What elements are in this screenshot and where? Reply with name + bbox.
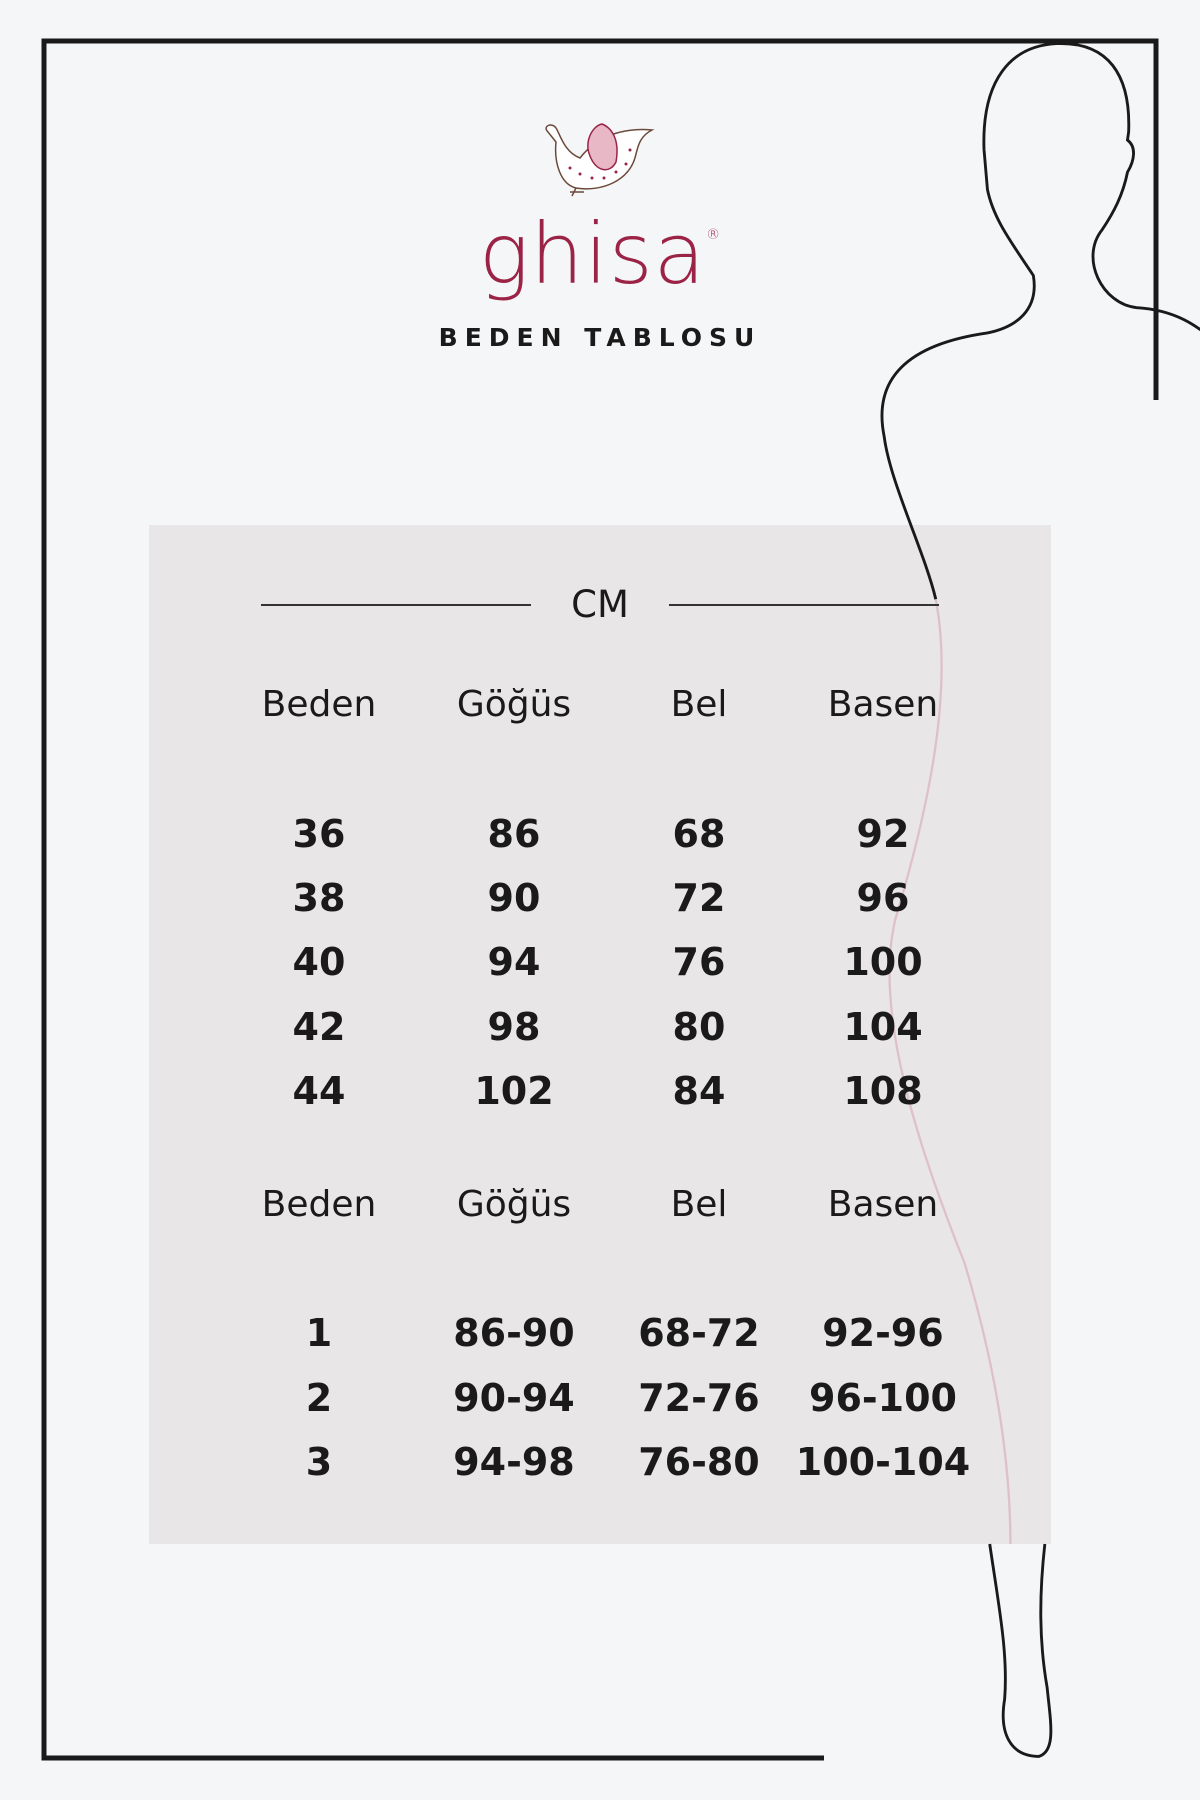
- table-cell: 80: [672, 1005, 726, 1049]
- table-cell: 100: [843, 940, 923, 984]
- table-cell: 44: [292, 1069, 346, 1113]
- brand-name: ghisa: [478, 205, 707, 303]
- page-title: BEDEN TABLOSU: [438, 323, 762, 352]
- column-header: Göğüs: [456, 1184, 572, 1225]
- divider-left: [261, 604, 531, 606]
- column-header: Beden: [261, 684, 377, 725]
- column-header: Bel: [670, 1184, 728, 1225]
- table-cell: 94-98: [453, 1440, 575, 1484]
- column-header: Bel: [670, 684, 728, 725]
- divider-right: [669, 604, 939, 606]
- column-header: Basen: [827, 1184, 939, 1225]
- column-header: Beden: [261, 1184, 377, 1225]
- table-cell: 2: [305, 1376, 333, 1420]
- table-cell: 40: [292, 940, 346, 984]
- bird-icon: [545, 123, 655, 197]
- table-cell: 96: [856, 876, 910, 920]
- size-table-panel: [149, 525, 1051, 1544]
- table-cell: 96-100: [809, 1376, 957, 1420]
- table-cell: 76-80: [638, 1440, 760, 1484]
- table-cell: 84: [672, 1069, 726, 1113]
- table-cell: 100-104: [795, 1440, 971, 1484]
- table-cell: 68-72: [638, 1311, 760, 1355]
- table-cell: 38: [292, 876, 346, 920]
- table-cell: 36: [292, 812, 346, 856]
- brand-logo: ghisa®: [0, 205, 1200, 303]
- table-cell: 92: [856, 812, 910, 856]
- registered-mark: ®: [706, 227, 722, 243]
- table-cell: 86: [487, 812, 541, 856]
- column-header: Basen: [827, 684, 939, 725]
- table-cell: 1: [305, 1311, 333, 1355]
- table-cell: 72-76: [638, 1376, 760, 1420]
- column-header: Göğüs: [456, 684, 572, 725]
- table-cell: 102: [474, 1069, 554, 1113]
- table-cell: 98: [487, 1005, 541, 1049]
- table-cell: 72: [672, 876, 726, 920]
- table-cell: 108: [843, 1069, 923, 1113]
- table-cell: 104: [843, 1005, 923, 1049]
- table-cell: 3: [305, 1440, 333, 1484]
- table-cell: 94: [487, 940, 541, 984]
- table-cell: 68: [672, 812, 726, 856]
- table-cell: 76: [672, 940, 726, 984]
- table-cell: 42: [292, 1005, 346, 1049]
- table-cell: 92-96: [822, 1311, 944, 1355]
- table-cell: 90: [487, 876, 541, 920]
- table-cell: 86-90: [453, 1311, 575, 1355]
- unit-label: CM: [571, 583, 629, 626]
- table-cell: 90-94: [453, 1376, 575, 1420]
